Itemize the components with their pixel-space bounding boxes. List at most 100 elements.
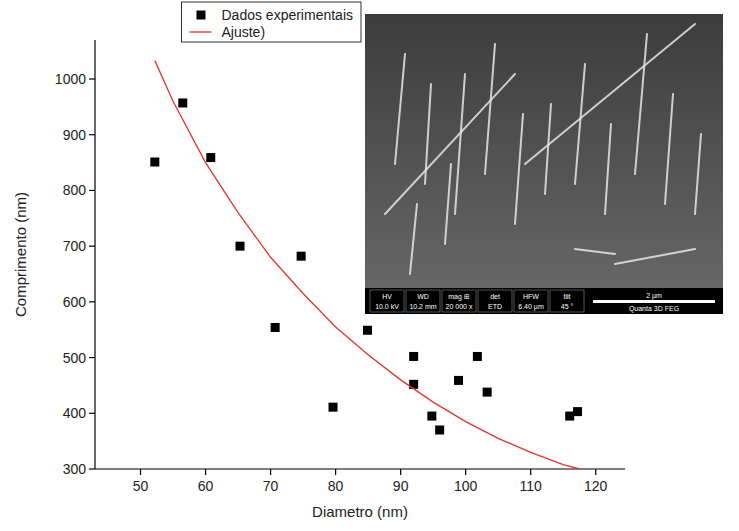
point bbox=[206, 153, 215, 162]
inset-wire bbox=[635, 34, 647, 174]
point bbox=[297, 252, 306, 261]
y-tick bbox=[89, 78, 95, 79]
plot-marks bbox=[150, 61, 582, 469]
y-tick bbox=[89, 468, 95, 469]
inset-wire bbox=[545, 104, 551, 194]
y-tick-label: 400 bbox=[63, 405, 87, 421]
inset-scale-bar bbox=[593, 300, 715, 303]
inset-wire bbox=[605, 124, 611, 214]
y-tick-label: 300 bbox=[63, 461, 87, 477]
inset-wire bbox=[385, 74, 515, 214]
y-tick-label: 900 bbox=[63, 127, 87, 143]
inset-wire bbox=[485, 44, 495, 174]
inset-info-cell bbox=[406, 290, 440, 312]
inset-info-value: 45 ° bbox=[561, 303, 574, 310]
point bbox=[409, 380, 418, 389]
y-axis bbox=[94, 40, 95, 469]
inset-info-value: 10.0 kV bbox=[375, 303, 399, 310]
point bbox=[329, 403, 338, 412]
point bbox=[150, 158, 159, 167]
point bbox=[573, 407, 582, 416]
y-tick-label: 1000 bbox=[55, 71, 86, 87]
legend-label: Ajuste) bbox=[221, 24, 265, 40]
chart: 5060708090100110120300400500600700800900… bbox=[0, 0, 739, 531]
point bbox=[363, 326, 372, 335]
point bbox=[236, 242, 245, 251]
inset-info-label: HFW bbox=[523, 293, 539, 300]
x-tick-label: 70 bbox=[263, 478, 279, 494]
point bbox=[427, 412, 436, 421]
inset-info-cell bbox=[478, 290, 512, 312]
inset-wire bbox=[445, 164, 451, 244]
point bbox=[483, 388, 492, 397]
y-tick bbox=[89, 190, 95, 191]
inset-instrument: Quanta 3D FEG bbox=[629, 305, 679, 313]
inset-info-cell bbox=[514, 290, 548, 312]
inset-info-value: ETD bbox=[488, 303, 502, 310]
inset-info-label: WD bbox=[417, 293, 429, 300]
y-tick bbox=[89, 134, 95, 135]
y-tick-label: 700 bbox=[63, 238, 87, 254]
point bbox=[473, 352, 482, 361]
y-axis-title: Comprimento (nm) bbox=[12, 192, 29, 317]
y-tick bbox=[89, 246, 95, 247]
x-tick bbox=[595, 469, 596, 475]
inset-wire bbox=[395, 54, 405, 164]
x-axis-title: Diametro (nm) bbox=[312, 503, 408, 520]
y-tick bbox=[89, 301, 95, 302]
inset-info-value: 10.2 mm bbox=[409, 303, 436, 310]
x-tick-label: 80 bbox=[328, 478, 344, 494]
y-tick-label: 600 bbox=[63, 294, 87, 310]
inset-scale-label: 2 µm bbox=[646, 292, 662, 300]
inset-wire bbox=[575, 64, 585, 184]
legend-swatch bbox=[196, 11, 205, 20]
fit-line bbox=[155, 61, 580, 469]
x-tick-label: 100 bbox=[454, 478, 478, 494]
legend-swatch bbox=[189, 31, 211, 32]
point bbox=[178, 98, 187, 107]
x-tick bbox=[270, 469, 271, 475]
y-tick-label: 500 bbox=[63, 350, 87, 366]
point bbox=[454, 376, 463, 385]
y-tick bbox=[89, 357, 95, 358]
inset-wire bbox=[525, 24, 695, 164]
inset-bg bbox=[365, 14, 723, 314]
point bbox=[565, 412, 574, 421]
inset-info-cell bbox=[442, 290, 476, 312]
x-tick bbox=[140, 469, 141, 475]
inset-wire bbox=[615, 249, 695, 264]
inset-wire bbox=[410, 204, 417, 274]
y-tick bbox=[89, 413, 95, 414]
legend-box bbox=[181, 2, 361, 42]
inset-info-value: 6.40 µm bbox=[518, 303, 544, 311]
legend-label: Dados experimentais bbox=[221, 7, 353, 23]
inset-wire bbox=[665, 94, 673, 204]
x-axis bbox=[95, 468, 625, 469]
point bbox=[271, 323, 280, 332]
x-tick bbox=[400, 469, 401, 475]
x-tick-label: 120 bbox=[584, 478, 608, 494]
inset-info-value: 20 000 x bbox=[446, 303, 473, 310]
x-tick bbox=[335, 469, 336, 475]
inset-info-cell bbox=[550, 290, 584, 312]
inset-info-label: det bbox=[490, 293, 500, 300]
inset-wire bbox=[575, 249, 615, 254]
inset-info-label: HV bbox=[382, 293, 392, 300]
x-tick bbox=[530, 469, 531, 475]
inset-info-label: tilt bbox=[564, 293, 571, 300]
x-tick-label: 110 bbox=[520, 478, 543, 494]
x-tick bbox=[205, 469, 206, 475]
x-tick-label: 60 bbox=[198, 478, 214, 494]
inset-info-bar bbox=[365, 288, 723, 314]
y-tick-label: 800 bbox=[63, 182, 87, 198]
point bbox=[435, 426, 444, 435]
legend: Dados experimentaisAjuste) bbox=[181, 2, 361, 42]
x-tick-label: 90 bbox=[393, 478, 409, 494]
inset-wire bbox=[455, 74, 465, 214]
point bbox=[409, 352, 418, 361]
inset-wire bbox=[515, 114, 523, 224]
inset-info-cell bbox=[370, 290, 404, 312]
x-tick bbox=[465, 469, 466, 475]
inset-wire bbox=[695, 134, 701, 214]
inset-image: HV10.0 kVWD10.2 mmmag ⊞20 000 xdetETDHFW… bbox=[365, 14, 723, 314]
